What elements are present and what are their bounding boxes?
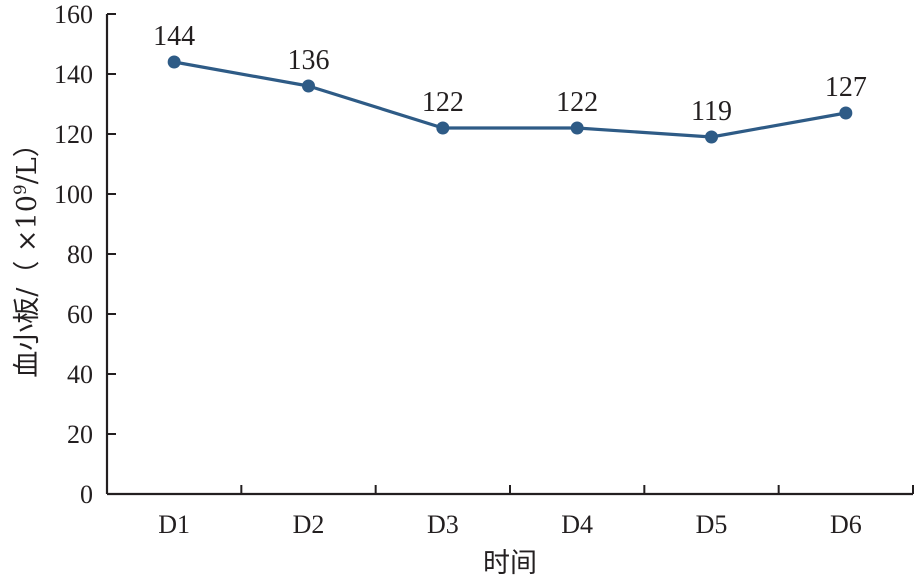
data-label: 122: [422, 87, 464, 118]
series-line: [173, 60, 847, 139]
y-tick-label: 160: [54, 0, 93, 29]
y-tick-label: 0: [80, 480, 93, 509]
y-tick-label: 80: [67, 240, 93, 269]
x-tick-label: D4: [561, 510, 593, 539]
y-tick-label: 60: [67, 300, 93, 329]
data-label: 136: [288, 45, 330, 76]
y-axis-title-superscript: 9: [11, 184, 31, 195]
data-point: [302, 79, 315, 93]
y-tick-label: 140: [54, 60, 93, 89]
y-axis-ticks: 0 20 40 60 80 100 120 140 160: [54, 0, 116, 509]
x-tick-label: D6: [830, 510, 862, 539]
x-tick-label: D1: [158, 510, 190, 539]
data-point: [839, 106, 853, 120]
x-tick-label: D3: [427, 510, 459, 539]
series-layer: [167, 55, 853, 144]
x-axis-title: 时间: [483, 548, 537, 578]
data-point: [570, 121, 584, 135]
data-label: 119: [691, 96, 732, 127]
data-point: [167, 55, 181, 69]
x-tick-label: D5: [696, 510, 728, 539]
y-tick-label: 100: [54, 180, 93, 209]
x-tick-label: D2: [293, 510, 325, 539]
data-label: 127: [825, 72, 867, 103]
y-axis-title-main: 血小板/（ ×10: [12, 195, 43, 378]
data-point: [705, 130, 718, 144]
x-axis-ticks: D1 D2 D3 D4 D5 D6: [158, 485, 914, 539]
y-axis-title: 血小板/（ ×109/L）: [11, 130, 43, 378]
data-point: [436, 121, 450, 135]
data-labels: 144 136 122 122 119 127: [153, 21, 867, 127]
y-axis-title-unit: /L）: [12, 130, 43, 184]
y-tick-label: 20: [67, 420, 93, 449]
y-tick-label: 120: [54, 120, 93, 149]
data-label: 122: [556, 87, 598, 118]
data-label: 144: [153, 21, 195, 52]
y-tick-label: 40: [67, 360, 93, 389]
